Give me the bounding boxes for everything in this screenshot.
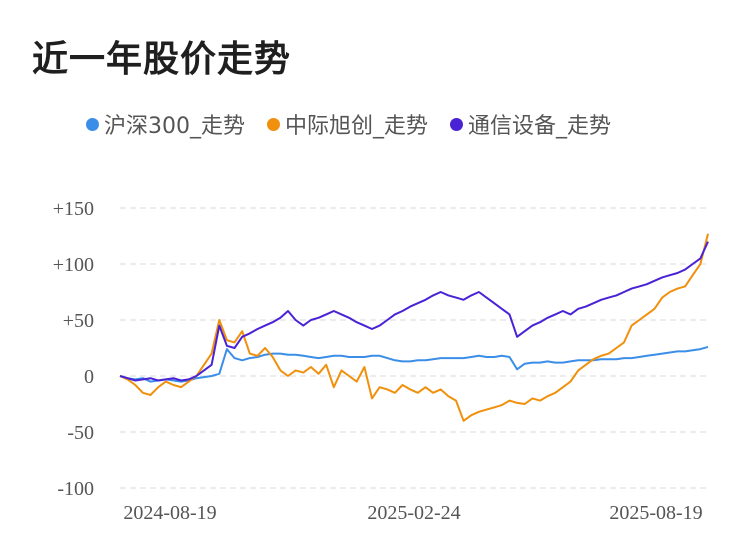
legend-dot-hs300 <box>86 117 99 131</box>
series-lines <box>119 233 709 422</box>
chart-title: 近一年股价走势 <box>32 39 292 80</box>
y-tick-label: +150 <box>53 198 94 220</box>
x-tick-label: 2025-08-19 <box>609 502 702 524</box>
y-tick-label: 0 <box>84 366 94 388</box>
series-line-2 <box>119 241 709 382</box>
y-axis-ticks: +150 +100 +50 0 -50 -100 <box>53 198 94 500</box>
legend-label-zjxc: 中际旭创_走势 <box>285 114 429 139</box>
y-tick-label: +50 <box>63 310 94 332</box>
legend-item-txsb[interactable]: 通信设备_走势 <box>450 108 611 140</box>
x-tick-label: 2025-02-24 <box>367 502 460 524</box>
x-tick-label: 2024-08-19 <box>123 502 216 524</box>
series-line-1 <box>119 233 709 422</box>
legend-item-zjxc[interactable]: 中际旭创_走势 <box>267 108 428 140</box>
legend-item-hs300[interactable]: 沪深300_走势 <box>86 108 245 140</box>
legend-label-hs300: 沪深300_走势 <box>104 114 245 139</box>
y-tick-label: +100 <box>53 254 94 276</box>
legend-dot-zjxc <box>267 117 280 131</box>
y-tick-label: -100 <box>57 478 94 500</box>
series-line-0 <box>119 345 709 383</box>
legend: 沪深300_走势 中际旭创_走势 通信设备_走势 <box>86 108 633 140</box>
legend-label-txsb: 通信设备_走势 <box>468 114 612 139</box>
x-axis-ticks: 2024-08-19 2025-02-24 2025-08-19 <box>123 502 702 524</box>
legend-dot-txsb <box>450 117 464 131</box>
grid-lines <box>120 207 708 489</box>
y-tick-label: -50 <box>67 422 94 444</box>
